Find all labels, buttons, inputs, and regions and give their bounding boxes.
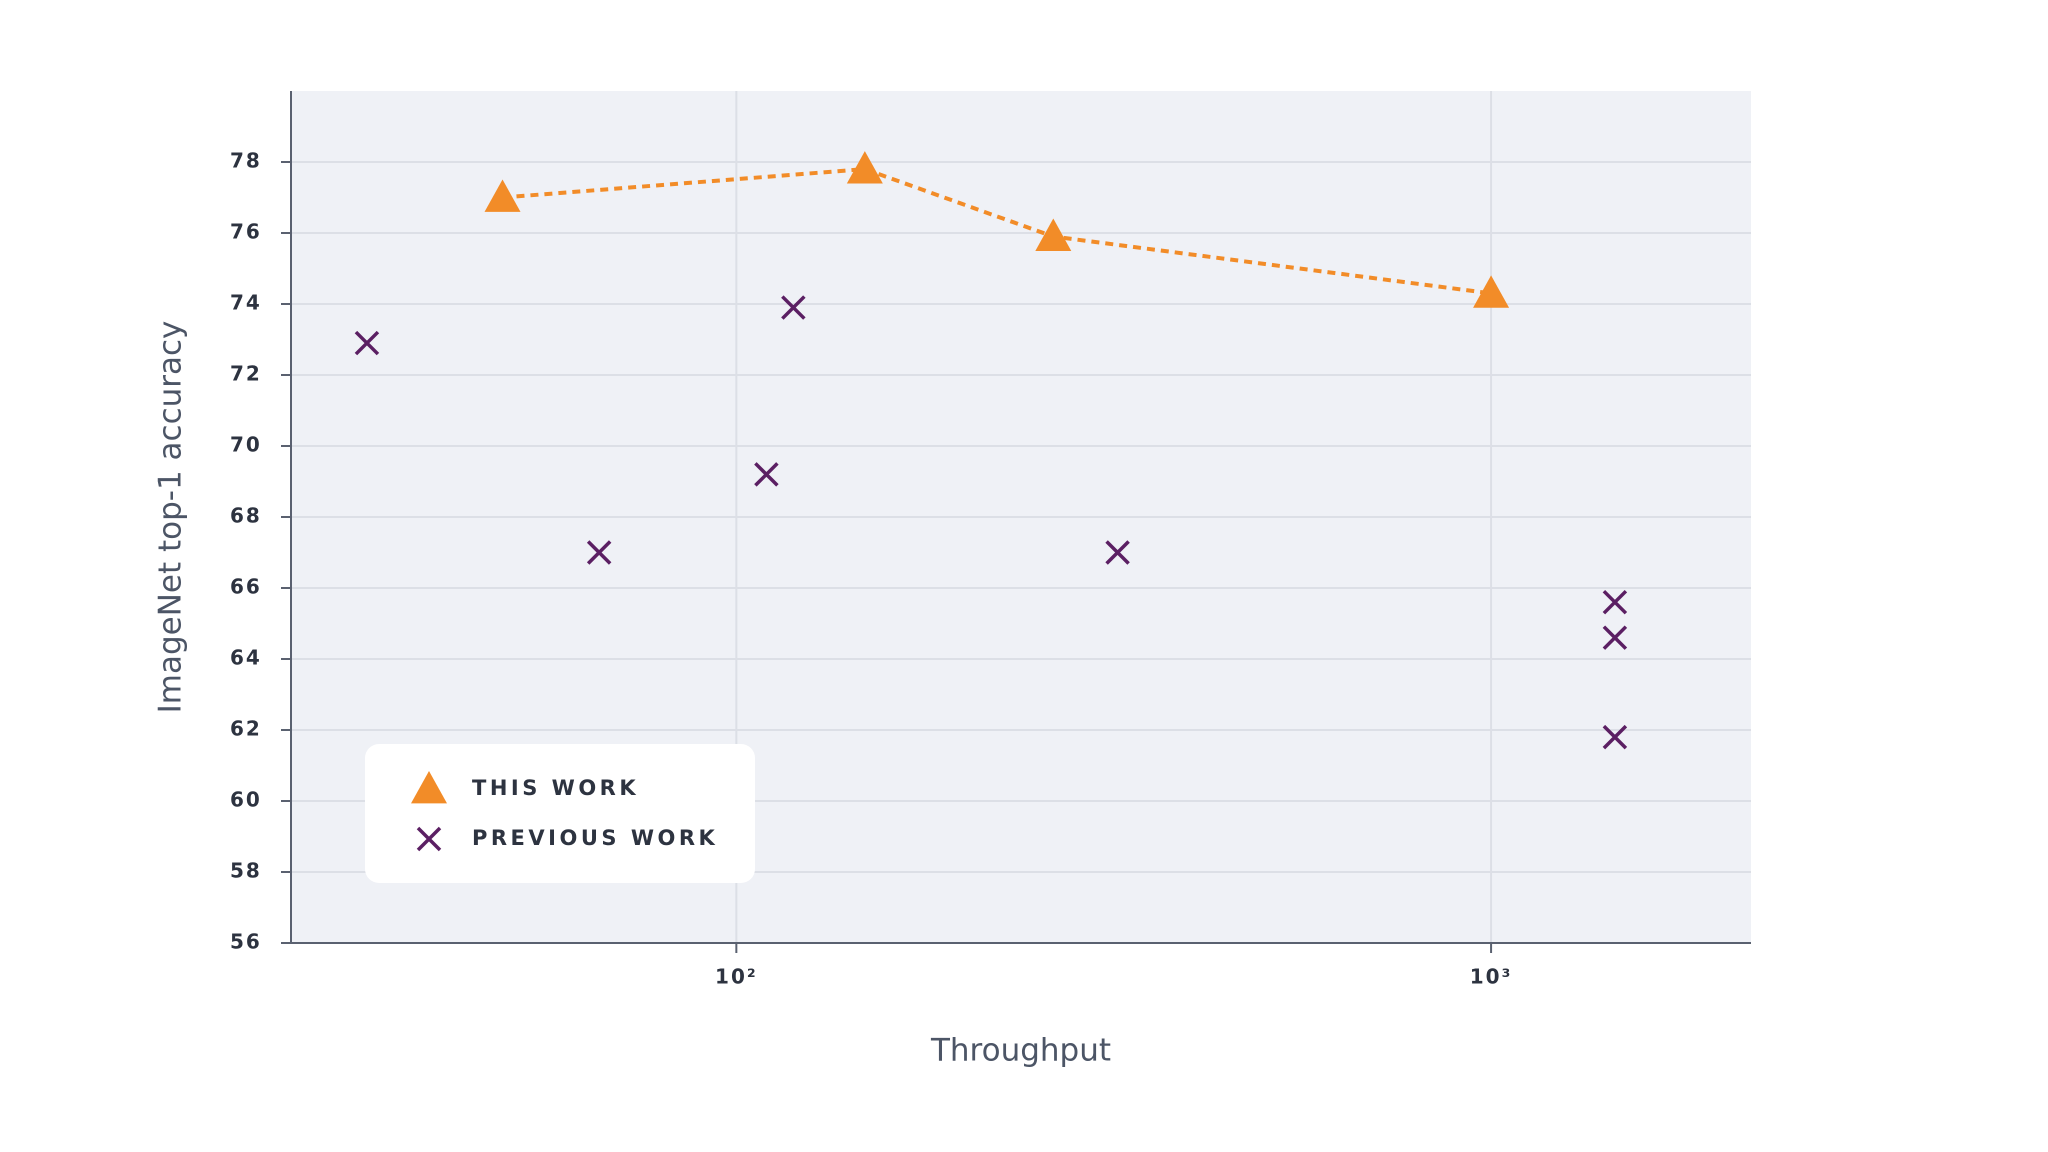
y-tick-label: 56 [230,930,262,954]
y-tick-label: 78 [230,149,262,173]
x-tick-label: 10³ [1470,965,1513,989]
triangle-marker [411,771,447,804]
triangle-marker [484,179,521,212]
y-tick-label: 76 [230,220,262,244]
y-tick-label: 74 [230,291,262,315]
legend-label: THIS WORK [472,776,639,800]
x-marker [1602,589,1628,615]
y-tick-label: 62 [230,717,262,741]
legend: THIS WORK PREVIOUS WORK [365,744,755,883]
y-tick-label: 58 [230,859,262,883]
x-marker [354,330,380,356]
x-marker [1602,625,1628,650]
x-axis-label: Throughput [930,1033,1111,1069]
triangle-marker [846,151,883,184]
y-tick-label: 66 [230,575,262,599]
y-tick-label: 68 [230,504,262,528]
x-marker [781,295,806,320]
x-marker [416,826,442,852]
legend-label: PREVIOUS WORK [472,826,718,850]
y-axis-label: ImageNet top-1 accuracy [153,321,189,714]
x-marker [754,462,779,487]
x-tick-label: 10² [715,965,758,989]
y-tick-label: 60 [230,788,262,812]
legend-box [365,744,755,883]
triangle-marker [1035,218,1072,251]
x-marker [586,540,612,565]
x-marker [1105,540,1130,565]
y-tick-label: 64 [230,646,262,670]
triangle-marker [1473,275,1510,308]
y-tick-label: 72 [230,362,262,386]
y-tick-label: 70 [230,433,262,457]
x-marker [1602,724,1628,750]
series-line [502,167,1492,296]
